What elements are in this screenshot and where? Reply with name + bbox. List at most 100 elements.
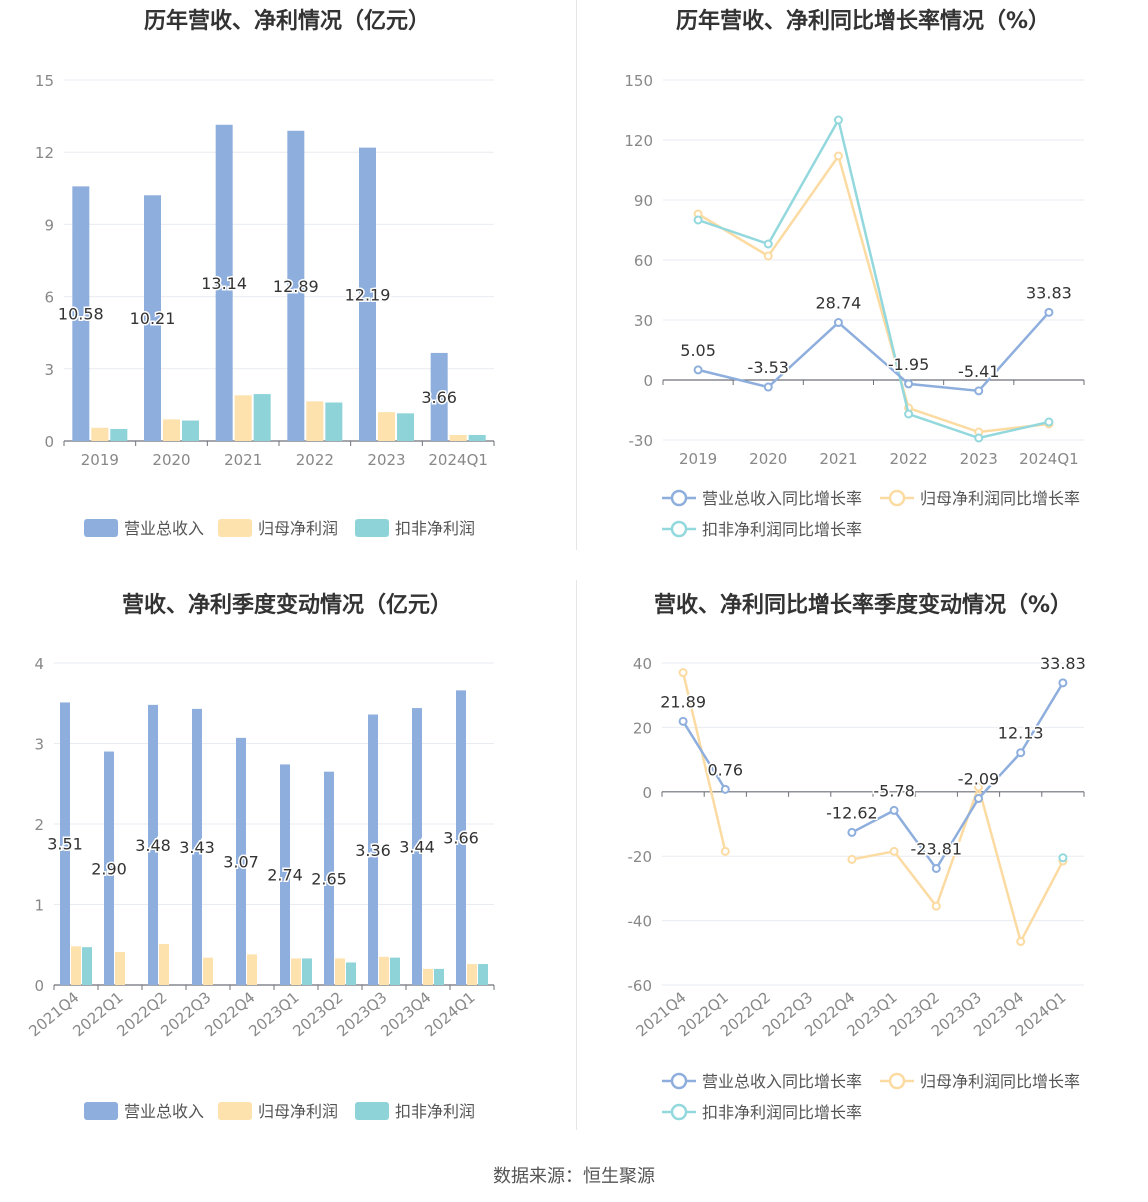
data-point [1044, 307, 1054, 317]
bar-revenue [72, 186, 90, 441]
chart-quarter-bar: 012342021Q42022Q12022Q22022Q32022Q42023Q… [25, 655, 495, 1121]
data-point [931, 901, 941, 911]
bar-revenue [215, 124, 233, 441]
data-label: 12.89 [273, 277, 319, 296]
bar-net-profit [234, 395, 252, 441]
data-point [1058, 678, 1068, 688]
bar-revenue [60, 702, 70, 985]
legend-swatch [84, 519, 118, 537]
bar-revenue [412, 708, 422, 985]
y-tick-label: 6 [44, 289, 54, 307]
data-point [678, 716, 688, 726]
y-tick-label: -30 [629, 432, 654, 450]
y-tick-label: 3 [44, 361, 54, 379]
chart-annual-bar: 0 3 6 9 12 15 2019 2020 2021 2022 2023 2024Q1 10.58 1… [35, 72, 495, 538]
legend-swatch [218, 519, 252, 537]
bar-deducted-profit [397, 413, 414, 441]
series-line-net-profit [697, 153, 1050, 434]
data-point [904, 379, 914, 389]
data-label: 12.19 [345, 285, 391, 304]
x-tick-label: 2024Q1 [428, 451, 488, 469]
data-label: -5.78 [873, 781, 914, 800]
panel-annual-bar: 历年营收、净利情况（亿元） 0 3 6 9 12 15 2019 2020 2021 2022 20… [0, 0, 574, 560]
y-tick-label: 120 [624, 132, 653, 150]
data-point [889, 805, 899, 815]
legend-label: 营业总收入 [124, 1102, 204, 1121]
data-label: -1.95 [888, 355, 929, 374]
bar-deducted-profit [346, 962, 356, 985]
data-point [763, 382, 773, 392]
y-tick-label: -40 [628, 913, 653, 931]
data-point [974, 794, 983, 804]
y-tick-label: 30 [634, 312, 653, 330]
data-point [974, 782, 983, 792]
bar-deducted-profit [390, 957, 400, 985]
data-label: -2.09 [958, 770, 999, 789]
legend-label: 扣非净利润 [395, 519, 475, 538]
data-label: 3.44 [399, 838, 435, 857]
y-tick-label: 4 [34, 655, 44, 673]
data-label: 10.21 [130, 309, 176, 328]
bar-net-profit [203, 957, 213, 985]
data-label: 2.74 [267, 866, 303, 885]
bar-deducted-profit [302, 958, 312, 985]
data-point [720, 846, 730, 856]
chart-title-quarter-bar: 营收、净利季度变动情况（亿元） [121, 593, 452, 618]
bar-net-profit [449, 434, 467, 441]
bar-net-profit [378, 412, 395, 441]
legend-marker [670, 1072, 688, 1090]
bar-revenue [287, 130, 305, 441]
y-tick-label: 15 [35, 72, 54, 90]
data-label: 2.65 [311, 869, 347, 888]
y-tick-label: 60 [634, 252, 653, 270]
chart-quarter-line: -60-40-20020402021Q42022Q12022Q22022Q320… [628, 652, 1088, 1122]
x-tick-label: 2021 [224, 451, 262, 469]
data-point [693, 365, 703, 375]
data-label: -12.62 [826, 803, 878, 822]
data-point [847, 854, 857, 864]
data-label: 3.48 [135, 836, 171, 855]
x-tick-label: 2024Q1 [421, 988, 478, 1040]
y-tick-label: -60 [628, 977, 653, 995]
data-point [763, 239, 773, 249]
data-label: 28.74 [816, 294, 862, 313]
data-source-note: 数据来源：恒生聚源 [493, 1166, 655, 1187]
bar-revenue [148, 704, 158, 985]
y-tick-label: 2 [34, 816, 44, 834]
data-point [678, 668, 688, 678]
y-tick-label: 9 [44, 216, 54, 234]
data-point [1058, 853, 1068, 863]
bar-net-profit [71, 946, 81, 985]
data-label: 5.05 [680, 341, 716, 360]
data-label: 12.13 [998, 724, 1044, 743]
x-tick-label: 2023 [367, 451, 405, 469]
data-label: 3.36 [355, 841, 391, 860]
legend-label: 营业总收入同比增长率 [702, 1072, 862, 1091]
legend-label: 扣非净利润 [395, 1102, 475, 1121]
data-label: 13.14 [201, 274, 247, 293]
bar-deducted-profit [468, 434, 486, 441]
panel-quarter-line: 营收、净利同比增长率季度变动情况（%） -60 -40 -20 0 20 40 2021Q4… [578, 580, 1148, 1150]
data-label: 3.43 [179, 838, 215, 857]
legend-marker [670, 489, 688, 507]
bar-net-profit [423, 968, 433, 985]
data-label: 0.76 [707, 760, 743, 779]
bar-deducted-profit [110, 428, 128, 441]
legend-label: 归母净利润同比增长率 [920, 1072, 1080, 1091]
x-tick-label: 2022 [296, 451, 334, 469]
data-point [1016, 937, 1026, 947]
data-point [974, 386, 984, 396]
bar-net-profit [291, 958, 301, 985]
panel-quarter-bar: 营收、净利季度变动情况（亿元） 0 1 2 3 4 2021Q4 2022Q1 2022Q2 2… [0, 580, 574, 1150]
legend-label: 扣非净利润同比增长率 [702, 520, 862, 539]
series-line-net-profit [851, 782, 1065, 945]
data-label: 33.83 [1040, 654, 1086, 673]
bar-net-profit [306, 401, 324, 441]
bar-net-profit [163, 419, 180, 441]
bar-deducted-profit [82, 947, 92, 985]
data-label: -5.41 [958, 362, 999, 381]
data-point [833, 151, 843, 161]
bar-revenue [236, 737, 246, 985]
bar-net-profit [379, 956, 389, 985]
data-point [1044, 417, 1054, 427]
